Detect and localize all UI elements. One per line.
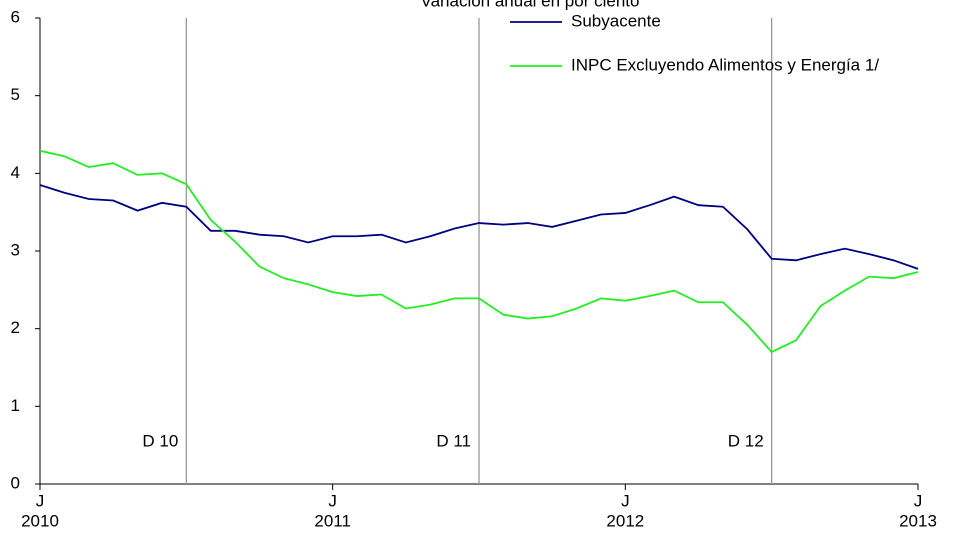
series-line: [39, 149, 919, 354]
y-tick-label: 1: [11, 396, 20, 415]
series-line: [39, 184, 919, 270]
x-tick-label: J: [36, 491, 45, 510]
x-group-label: 2012: [606, 511, 644, 530]
x-tick-label: J: [914, 491, 923, 510]
x-tick-label: J: [621, 491, 630, 510]
x-group-label: 2013: [899, 511, 937, 530]
y-tick-label: 6: [11, 7, 20, 26]
x-group-label: 2010: [21, 511, 59, 530]
y-tick-label: 0: [11, 473, 20, 492]
legend-label: Subyacente: [571, 11, 661, 30]
annotation-label: D 12: [728, 431, 764, 450]
y-tick-label: 2: [11, 318, 20, 337]
chart-title: Variación anual en por ciento: [421, 0, 640, 10]
legend-label: INPC Excluyendo Alimentos y Energía 1/: [571, 55, 879, 74]
x-group-label: 2011: [314, 511, 351, 530]
y-tick-label: 3: [11, 240, 20, 259]
annotation-label: D 10: [142, 431, 178, 450]
y-tick-label: 5: [11, 85, 20, 104]
x-tick-label: J: [328, 491, 337, 510]
y-tick-label: 4: [11, 163, 20, 182]
annotation-label: D 11: [436, 431, 471, 450]
